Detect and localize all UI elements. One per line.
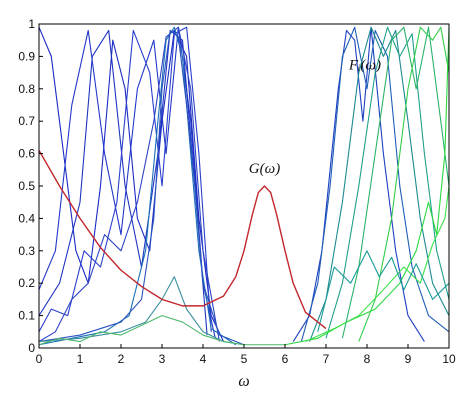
annotation-g-omega: G(ω) (249, 161, 280, 177)
y-tick-label: 0.2 (18, 276, 35, 290)
y-tick-label: 0.5 (18, 179, 35, 193)
series-line-f18 (317, 250, 449, 332)
x-tick-label: 10 (442, 352, 456, 366)
x-tick-label: 5 (241, 352, 248, 366)
y-tick-label: 0.7 (18, 114, 35, 128)
x-tick-label: 9 (405, 352, 412, 366)
x-tick-label: 4 (200, 352, 207, 366)
series-line-f9 (39, 315, 285, 346)
series-line-f16 (284, 27, 449, 346)
y-tick-label: 1 (28, 17, 35, 31)
series-line-f4 (39, 26, 212, 333)
series-line-f13 (325, 26, 449, 339)
series-line-f15 (358, 26, 449, 342)
x-tick-label: 8 (364, 352, 371, 366)
y-tick-label: 0 (28, 341, 35, 355)
series-line-f14 (341, 26, 449, 339)
y-tick-label: 0.1 (18, 309, 35, 323)
y-tick-label: 0.3 (18, 244, 35, 258)
y-tick-label: 0.4 (18, 211, 35, 225)
series-line-f8 (39, 276, 245, 346)
series-line-f17 (305, 185, 449, 343)
y-tick-label: 0.8 (18, 82, 35, 96)
series-line-f11 (300, 26, 449, 342)
x-tick-label: 1 (77, 352, 84, 366)
series-line-f5 (39, 26, 220, 342)
series-line-f12 (309, 26, 449, 342)
annotation-f-omega: Fᵢ(ω) (348, 57, 381, 73)
series-line-f3 (39, 29, 208, 336)
series-line-f2 (39, 26, 216, 339)
x-tick-label: 2 (118, 352, 125, 366)
series-line-f6 (39, 26, 237, 346)
series-line-g (39, 150, 327, 330)
x-tick-label: 7 (323, 352, 330, 366)
x-axis: 0 1 2 3 4 5 6 7 8 9 10 (36, 344, 456, 366)
y-tick-label: 0.6 (18, 147, 35, 161)
x-tick-label: 0 (36, 352, 43, 366)
series-layer (39, 26, 449, 346)
x-axis-label: ω (238, 373, 249, 390)
series-line-f7 (39, 29, 245, 346)
x-tick-label: 3 (159, 352, 166, 366)
y-axis: 0 0.1 0.2 0.3 0.4 0.5 0.6 0.7 0.8 0.9 1 (18, 17, 43, 355)
x-tick-label: 6 (282, 352, 289, 366)
y-tick-label: 0.9 (18, 49, 35, 63)
